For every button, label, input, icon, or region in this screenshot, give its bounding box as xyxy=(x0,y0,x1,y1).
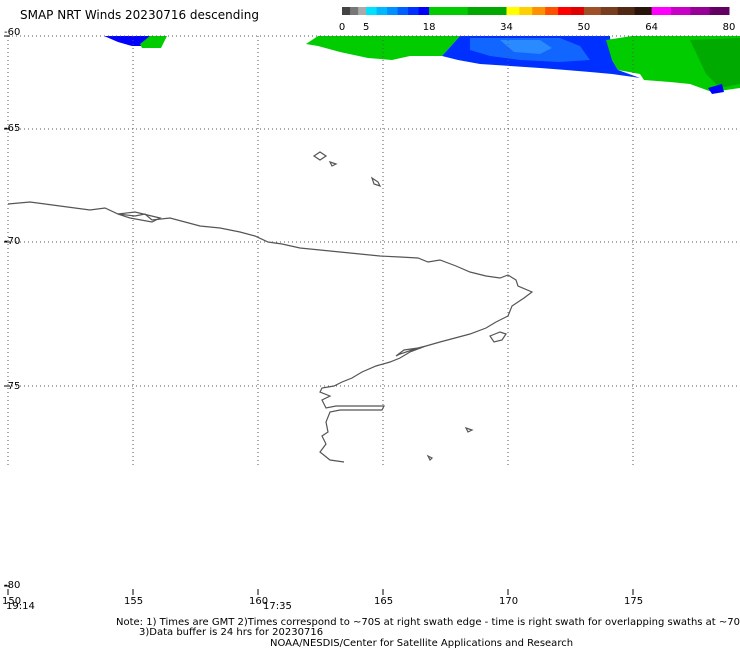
balleny-island-1 xyxy=(312,151,328,161)
colorbar-swatch-5-0 xyxy=(651,7,672,15)
colorbar-swatch-3-5 xyxy=(570,7,585,15)
lon-label-150: 150 xyxy=(2,596,22,607)
lon-label-155: 155 xyxy=(124,596,144,607)
lon-label-175: 175 xyxy=(624,596,644,607)
colorbar-swatch-3-2 xyxy=(532,7,546,15)
colorbar-tick-5: 5 xyxy=(363,22,369,33)
note-credit: NOAA/NESDIS/Center for Satellite Applica… xyxy=(270,638,574,649)
colorbar-swatch-1-2 xyxy=(387,7,399,15)
colorbar-swatch-3-3 xyxy=(545,7,559,15)
wind-swath-right-blue-light2 xyxy=(500,40,552,54)
map-title: SMAP NRT Winds 20230716 descending xyxy=(20,8,259,22)
lon-label-160: 160 xyxy=(249,596,269,607)
wind-speed-colorbar: 0 5 18 34 50 64 80 xyxy=(339,7,736,33)
colorbar-swatch-0-2 xyxy=(358,7,367,15)
colorbar-swatch-4-3 xyxy=(634,7,653,15)
wind-swath-layer xyxy=(104,36,740,94)
swath-time-label-1: 19:14 xyxy=(6,601,35,612)
coastline-inlet-2 xyxy=(117,211,162,223)
colorbar-tick-64: 64 xyxy=(645,22,658,33)
colorbar-swatch-2-1 xyxy=(467,7,507,15)
colorbar-swatch-5-3 xyxy=(709,7,730,15)
colorbar-swatch-3-0 xyxy=(506,7,520,15)
note-line-2: 3)Data buffer is 24 hrs for 20230716 xyxy=(139,627,324,638)
colorbar-swatch-1-4 xyxy=(408,7,420,15)
colorbar-swatch-0-0 xyxy=(342,7,351,15)
colorbar-swatch-1-3 xyxy=(397,7,409,15)
lon-label-170: 170 xyxy=(499,596,519,607)
small-island-1 xyxy=(464,426,474,433)
colorbar-swatch-1-1 xyxy=(376,7,388,15)
colorbar-tick-34: 34 xyxy=(500,22,513,33)
colorbar-tick-0: 0 xyxy=(339,22,345,33)
lat-label-75: -75 xyxy=(4,381,21,392)
lat-label-65: -65 xyxy=(4,123,21,134)
lon-label-165: 165 xyxy=(374,596,394,607)
colorbar-swatch-1-5 xyxy=(418,7,430,15)
lat-label-70: -70 xyxy=(4,236,21,247)
wind-swath-right-blue-edge xyxy=(708,84,724,94)
colorbar-swatch-3-1 xyxy=(519,7,533,15)
small-island-2 xyxy=(426,454,434,462)
colorbar-swatch-2-0 xyxy=(429,7,469,15)
map-frame-ticks xyxy=(4,35,634,595)
balleny-island-2 xyxy=(328,160,338,167)
wind-swath-right-green-east-dark xyxy=(690,38,740,88)
lat-label-60: -60 xyxy=(4,27,21,38)
note-line-1: Note: 1) Times are GMT 2)Times correspon… xyxy=(116,617,740,628)
coastline-main xyxy=(7,201,534,463)
colorbar-swatch-4-0 xyxy=(583,7,602,15)
colorbar-swatch-4-2 xyxy=(617,7,636,15)
balleny-island-3 xyxy=(370,176,382,188)
wind-swath-left-blue xyxy=(104,36,150,46)
colorbar-swatch-4-1 xyxy=(600,7,619,15)
colorbar-swatch-5-1 xyxy=(670,7,691,15)
colorbar-tick-80: 80 xyxy=(723,22,736,33)
colorbar-swatch-5-2 xyxy=(690,7,711,15)
colorbar-tick-50: 50 xyxy=(578,22,591,33)
colorbar-swatch-0-1 xyxy=(350,7,359,15)
colorbar-swatch-1-0 xyxy=(366,7,378,15)
graticule xyxy=(7,35,740,466)
antarctic-coastline xyxy=(7,151,534,463)
swath-time-label-2: 17:35 xyxy=(263,601,292,612)
colorbar-swatch-3-4 xyxy=(558,7,572,15)
coastline-inlet xyxy=(489,331,507,343)
wind-swath-left-green xyxy=(140,36,167,48)
lat-label-80: -80 xyxy=(4,580,21,591)
colorbar-tick-18: 18 xyxy=(423,22,436,33)
